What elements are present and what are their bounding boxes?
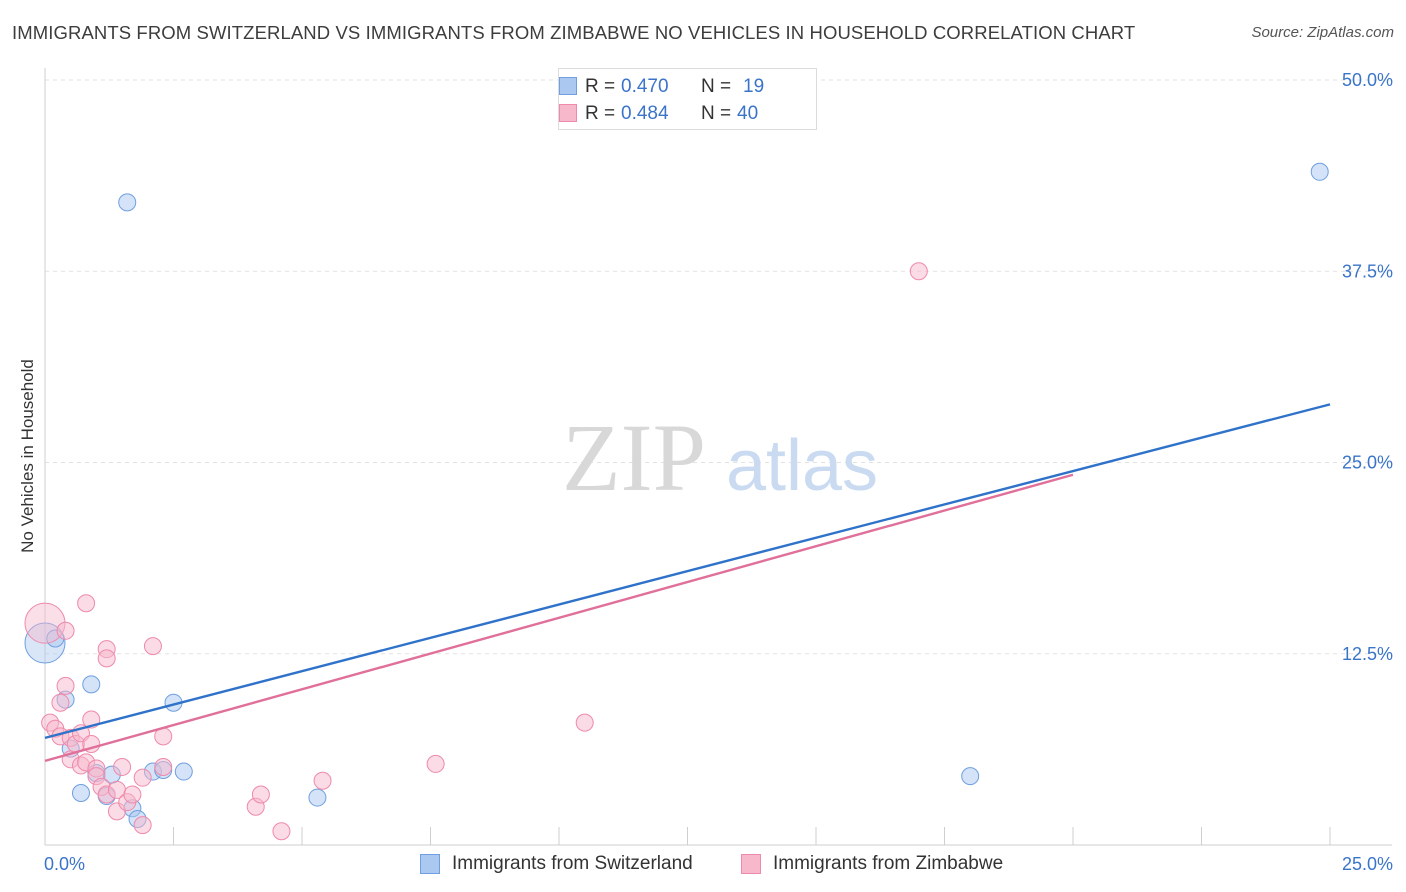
data-point-zimbabwe <box>123 785 142 804</box>
zimbabwe-r-label: R = <box>585 103 616 124</box>
data-point-zimbabwe <box>313 771 332 790</box>
y-tick-label: 12.5% <box>1342 644 1393 664</box>
data-point-zimbabwe <box>77 594 96 613</box>
data-point-zimbabwe <box>56 676 75 695</box>
legend-swatch-zimbabwe <box>741 854 761 874</box>
zimbabwe-n-value: 40 <box>737 103 759 124</box>
data-points <box>24 162 1329 841</box>
swiss-r-value: 0.470 <box>621 76 669 97</box>
data-point-zimbabwe <box>272 822 291 841</box>
stats-row-swiss: R = 0.470 N = 19 <box>559 75 765 99</box>
data-point-zimbabwe <box>133 816 152 835</box>
watermark: ZIP atlas <box>562 404 878 511</box>
watermark-atlas: atlas <box>726 426 878 506</box>
swiss-swatch <box>559 77 577 95</box>
data-point-switzerland <box>1310 162 1329 181</box>
swiss-n-value: 19 <box>743 76 765 97</box>
data-point-zimbabwe <box>575 713 594 732</box>
swiss-n-label: N = <box>701 76 732 97</box>
data-point-zimbabwe <box>133 768 152 787</box>
data-point-zimbabwe <box>909 262 928 281</box>
tick-labels: 12.5% 25.0% 37.5% 50.0% 0.0% 25.0% <box>44 70 1393 874</box>
y-tick-label: 25.0% <box>1342 453 1393 473</box>
stats-box: R = 0.470 N = 19 R = 0.484 N = 40 <box>558 68 817 130</box>
data-point-switzerland <box>118 193 137 212</box>
zimbabwe-r-value: 0.484 <box>621 103 669 124</box>
data-point-zimbabwe <box>154 757 173 776</box>
watermark-zip: ZIP <box>562 404 706 511</box>
data-point-zimbabwe <box>24 602 66 644</box>
legend-item-zimbabwe[interactable]: Immigrants from Zimbabwe <box>741 851 1003 877</box>
data-point-zimbabwe <box>251 785 270 804</box>
data-point-switzerland <box>82 675 101 694</box>
swiss-r-label: R = <box>585 76 616 97</box>
trend-lines <box>44 403 1331 763</box>
chart-title: IMMIGRANTS FROM SWITZERLAND VS IMMIGRANT… <box>12 22 1136 43</box>
y-tick-label: 50.0% <box>1342 70 1393 90</box>
trend-line-switzerland <box>44 403 1331 740</box>
data-point-zimbabwe <box>426 754 445 773</box>
legend-swatch-switzerland <box>420 854 440 874</box>
y-tick-label: 37.5% <box>1342 261 1393 281</box>
trend-line-zimbabwe <box>44 473 1074 763</box>
data-point-zimbabwe <box>97 649 116 668</box>
stats-row-zimbabwe: R = 0.484 N = 40 <box>559 102 759 126</box>
x-tick-label: 25.0% <box>1342 854 1393 874</box>
legend-label-switzerland: Immigrants from Switzerland <box>452 853 693 874</box>
data-point-switzerland <box>961 767 980 786</box>
data-point-switzerland <box>71 783 90 802</box>
zimbabwe-swatch <box>559 104 577 122</box>
gridlines <box>45 79 1392 655</box>
x-tick-label: 0.0% <box>44 854 85 874</box>
axes <box>44 68 1392 846</box>
data-point-switzerland <box>174 762 193 781</box>
legend-item-switzerland[interactable]: Immigrants from Switzerland <box>420 851 693 877</box>
data-point-zimbabwe <box>56 621 75 640</box>
data-point-zimbabwe <box>51 693 70 712</box>
legend-label-zimbabwe: Immigrants from Zimbabwe <box>773 853 1004 874</box>
data-point-zimbabwe <box>143 637 162 656</box>
data-point-zimbabwe <box>113 757 132 776</box>
data-point-switzerland <box>308 788 327 807</box>
zimbabwe-n-label: N = <box>701 103 732 124</box>
source-label: Source: ZipAtlas.com <box>1251 24 1394 41</box>
